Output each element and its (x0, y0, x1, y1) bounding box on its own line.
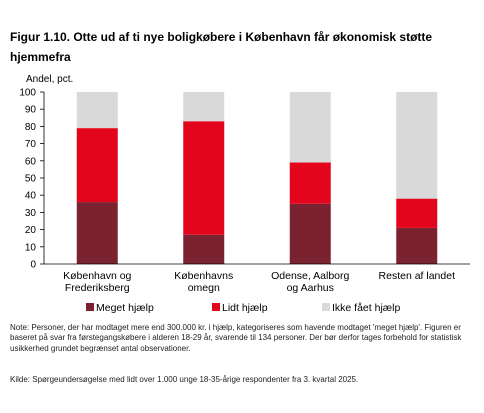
legend-label: Meget hjælp (96, 302, 154, 314)
x-tick-label: Resten af landet (379, 270, 456, 282)
y-tick-label: 50 (25, 174, 37, 185)
y-tick-label: 60 (25, 156, 37, 167)
y-tick-label: 100 (19, 88, 36, 99)
y-tick-label: 80 (25, 122, 37, 133)
y-axis-label: Andel, pct. (26, 74, 73, 85)
chart-note: Note: Personer, der har modtaget mere en… (10, 323, 462, 353)
legend-swatch (86, 303, 94, 311)
legend-swatch (322, 303, 330, 311)
bar-lidt-hjælp-1 (183, 121, 225, 235)
x-tick-label: København og (63, 270, 131, 282)
legend-label: Lidt hjælp (222, 302, 268, 314)
y-tick-label: 40 (25, 191, 37, 202)
bar-meget-hjælp-0 (76, 202, 118, 264)
x-tick-label: og Aarhus (287, 282, 334, 294)
bar-meget-hjælp-3 (396, 227, 438, 264)
y-tick-label: 10 (25, 242, 37, 253)
chart-canvas: Andel, pct. 0 10 20 30 40 50 60 70 80 90 100 Københa… (19, 74, 470, 314)
y-tick-label: 0 (30, 260, 36, 271)
bar-ikke-fået-hjælp-0 (76, 92, 118, 129)
y-tick-label: 70 (25, 139, 37, 150)
legend-label: Ikke fået hjælp (332, 302, 400, 314)
x-tick-label: Odense, Aalborg (271, 270, 349, 282)
bar-meget-hjælp-1 (183, 234, 225, 264)
bar-lidt-hjælp-2 (289, 162, 331, 204)
legend-swatch (212, 303, 220, 311)
bar-ikke-fået-hjælp-2 (289, 92, 331, 163)
bar-ikke-fået-hjælp-3 (396, 92, 438, 199)
x-tick-label: Frederiksberg (65, 282, 130, 294)
x-tick-label: omegn (188, 282, 220, 294)
y-tick-label: 20 (25, 225, 37, 236)
chart-source: Kilde: Spørgeundersøgelse med lidt over … (10, 375, 359, 384)
y-tick-label: 30 (25, 208, 37, 219)
bar-meget-hjælp-2 (289, 203, 331, 264)
bar-lidt-hjælp-3 (396, 198, 438, 228)
y-tick-label: 90 (25, 105, 37, 116)
bar-ikke-fået-hjælp-1 (183, 92, 225, 122)
bar-lidt-hjælp-0 (76, 128, 118, 203)
x-tick-label: Københavns (174, 270, 233, 282)
chart-title: Figur 1.10. Otte ud af ti nye boligkøber… (10, 30, 433, 64)
